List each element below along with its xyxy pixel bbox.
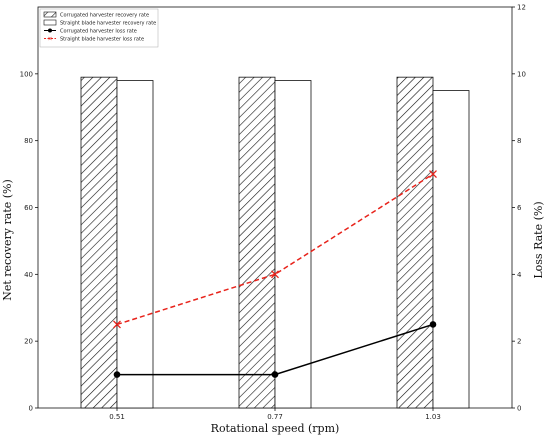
y-axis-title: Net recovery rate (%) [1, 179, 14, 301]
right-tick-label: 6 [517, 204, 522, 212]
left-tick-label: 60 [24, 204, 33, 212]
right-tick-label: 0 [517, 405, 521, 413]
lines-layer [113, 170, 437, 378]
legend-label-corrugated-loss: Corrugated harvester loss rate [60, 29, 137, 35]
left-axis: 0 20 40 60 80 100 [20, 70, 38, 413]
straight-loss-point-0 [113, 320, 121, 329]
x-tick-label: 0.51 [109, 413, 125, 421]
straight-loss-point-stroke-b [271, 270, 279, 279]
straight-loss-point-1 [271, 270, 279, 279]
legend-label-straight-loss: Straight blade harvester loss rate [60, 37, 144, 43]
right-axis: 0 2 4 6 8 10 12 [512, 4, 526, 413]
corrugated-recovery-bar-1 [238, 76, 276, 409]
right-tick-label: 2 [517, 338, 521, 346]
left-tick-label: 20 [24, 338, 33, 346]
x-tick-label: 0.77 [267, 413, 283, 421]
legend-swatch-white [43, 19, 57, 26]
left-tick-label: 80 [24, 137, 33, 145]
y2-axis-title: Loss Rate (%) [532, 201, 545, 278]
x-axis: 0.51 0.77 1.03 [109, 408, 441, 421]
corrugated-loss-point-2 [429, 321, 437, 328]
right-tick-label: 12 [517, 4, 526, 12]
legend-box [39, 8, 159, 48]
x-tick-label: 1.03 [425, 413, 441, 421]
straight-loss-point-2 [429, 170, 437, 179]
legend: Corrugated harvester recovery rate Strai… [39, 8, 159, 48]
bars-layer [80, 76, 470, 409]
legend-swatch-hatched [43, 11, 57, 18]
right-tick-label: 4 [517, 271, 522, 279]
left-tick-label: 0 [29, 405, 33, 413]
corrugated-recovery-bar-0 [80, 76, 118, 409]
straight-recovery-bar-0 [116, 80, 154, 409]
corrugated-loss-point-1 [271, 371, 279, 378]
right-tick-label: 10 [517, 70, 526, 78]
right-tick-label: 8 [517, 137, 521, 145]
straight-recovery-bar-1 [274, 80, 312, 409]
legend-label-corrugated-recovery: Corrugated harvester recovery rate [60, 13, 149, 19]
straight-loss-point-stroke-b [113, 320, 121, 329]
left-tick-label: 100 [20, 70, 33, 78]
x-axis-title: Rotational speed (rpm) [211, 422, 340, 435]
corrugated-recovery-bar-2 [396, 76, 434, 409]
left-tick-label: 40 [24, 271, 33, 279]
legend-marker-x: × [47, 36, 52, 43]
legend-marker-circle [48, 28, 52, 33]
legend-label-straight-recovery: Straight blade harvester recovery rate [60, 21, 156, 27]
straight-recovery-bar-2 [432, 90, 470, 409]
straight-loss-point-stroke-b [429, 170, 437, 179]
corrugated-loss-point-0 [113, 371, 121, 378]
straight-loss-line [116, 173, 434, 326]
